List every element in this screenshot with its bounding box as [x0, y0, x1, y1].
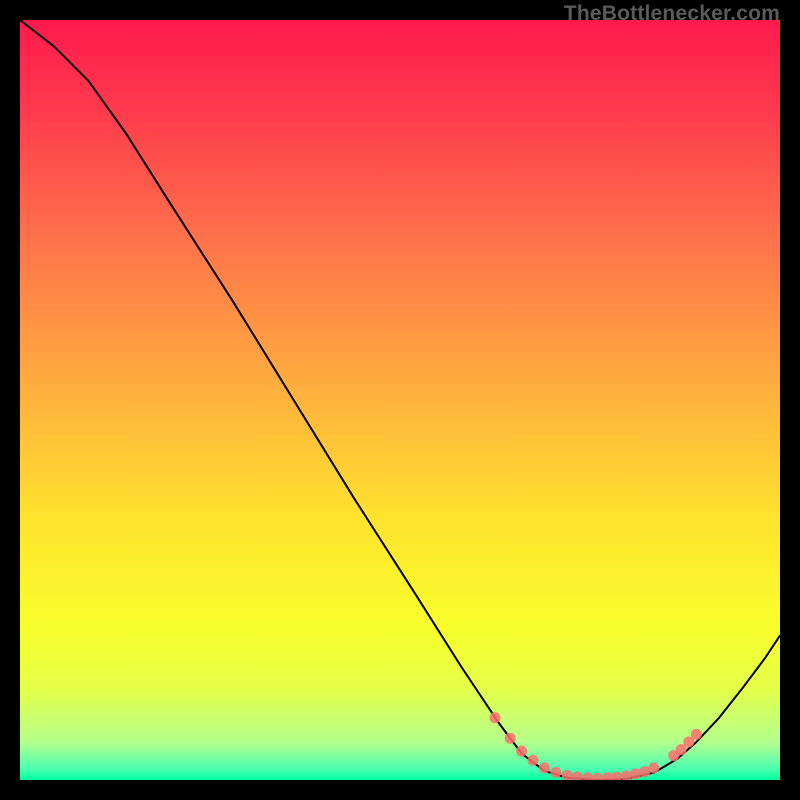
- data-marker: [550, 767, 561, 778]
- plot-area: [20, 20, 780, 780]
- watermark-text: TheBottlenecker.com: [564, 2, 780, 26]
- data-marker: [528, 755, 539, 766]
- data-marker: [516, 746, 527, 757]
- gradient-background: [20, 20, 780, 780]
- data-marker: [505, 733, 516, 744]
- data-marker: [648, 762, 659, 773]
- data-marker: [539, 762, 550, 773]
- chart-container: TheBottlenecker.com: [0, 0, 800, 800]
- data-marker: [691, 729, 702, 740]
- plot-svg: [20, 20, 780, 780]
- data-marker: [490, 712, 501, 723]
